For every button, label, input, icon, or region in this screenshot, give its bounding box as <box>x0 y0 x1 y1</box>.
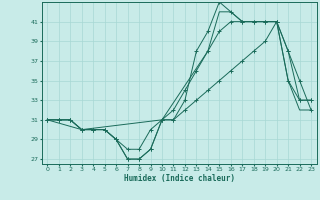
X-axis label: Humidex (Indice chaleur): Humidex (Indice chaleur) <box>124 174 235 183</box>
